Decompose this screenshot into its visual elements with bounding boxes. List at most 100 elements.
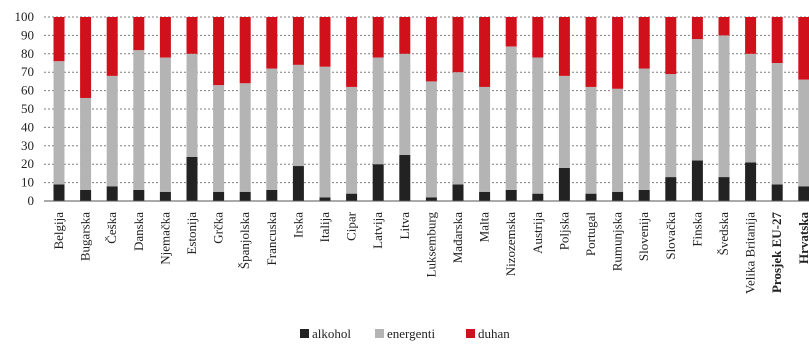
bar-segment-duhan bbox=[532, 17, 543, 57]
x-tick-label: Finska bbox=[689, 212, 704, 247]
bar-segment-alkohol bbox=[293, 166, 304, 201]
bars bbox=[54, 17, 809, 201]
bar-segment-energenti bbox=[798, 80, 809, 187]
bar-segment-duhan bbox=[798, 17, 809, 80]
bar-segment-alkohol bbox=[80, 190, 91, 201]
bar-segment-energenti bbox=[479, 87, 490, 192]
x-tick-label: Prosjek EU-27 bbox=[769, 212, 784, 294]
bar-segment-energenti bbox=[54, 61, 65, 184]
bar-segment-duhan bbox=[586, 17, 597, 87]
x-tick-label: Portugal bbox=[583, 212, 598, 256]
bar-segment-duhan bbox=[107, 17, 118, 76]
bar-segment-duhan bbox=[559, 17, 570, 76]
bar-segment-alkohol bbox=[506, 190, 517, 201]
bar-segment-energenti bbox=[399, 54, 410, 155]
y-tick-label: 30 bbox=[21, 138, 34, 153]
x-tick-label: Irska bbox=[290, 212, 305, 238]
bar-segment-alkohol bbox=[107, 186, 118, 201]
bar-segment-duhan bbox=[639, 17, 650, 69]
y-tick-label: 40 bbox=[21, 119, 34, 134]
bar-segment-duhan bbox=[745, 17, 756, 54]
legend-label-duhan: duhan bbox=[478, 326, 510, 341]
y-tick-label: 90 bbox=[21, 27, 34, 42]
bar-segment-alkohol bbox=[187, 157, 198, 201]
x-tick-label: Njemačka bbox=[157, 212, 172, 265]
x-tick-label: Italija bbox=[317, 212, 332, 243]
bar-segment-alkohol bbox=[639, 190, 650, 201]
bar-segment-alkohol bbox=[240, 192, 251, 201]
bar-segment-energenti bbox=[346, 87, 357, 194]
y-tick-label: 50 bbox=[21, 101, 34, 116]
x-tick-label: Danska bbox=[131, 212, 146, 251]
bar-segment-duhan bbox=[719, 17, 730, 35]
bar-segment-alkohol bbox=[665, 177, 676, 201]
bar-segment-alkohol bbox=[745, 162, 756, 201]
bar-segment-alkohol bbox=[213, 192, 224, 201]
legend-label-energenti: energenti bbox=[387, 326, 436, 341]
bar-segment-duhan bbox=[426, 17, 437, 81]
bar-segment-energenti bbox=[133, 50, 144, 190]
bar-segment-alkohol bbox=[532, 194, 543, 201]
bar-segment-alkohol bbox=[266, 190, 277, 201]
bar-segment-energenti bbox=[320, 67, 331, 198]
legend-swatch-alkohol bbox=[300, 329, 309, 338]
x-tick-label: Rumunjska bbox=[610, 212, 625, 271]
x-tick-label: Litva bbox=[397, 212, 412, 240]
bar-segment-energenti bbox=[213, 85, 224, 192]
bar-segment-energenti bbox=[745, 54, 756, 163]
bar-segment-energenti bbox=[187, 54, 198, 157]
bar-segment-alkohol bbox=[133, 190, 144, 201]
x-tick-label: Španjolska bbox=[237, 212, 252, 269]
bar-segment-duhan bbox=[772, 17, 783, 63]
bar-segment-energenti bbox=[107, 76, 118, 186]
bar-segment-duhan bbox=[293, 17, 304, 65]
bar-segment-duhan bbox=[346, 17, 357, 87]
x-tick-label: Poljska bbox=[556, 212, 571, 251]
bar-segment-energenti bbox=[293, 65, 304, 166]
x-tick-label: Luksemburg bbox=[423, 212, 438, 278]
x-tick-label: Češka bbox=[104, 212, 119, 244]
x-tick-label: Latvija bbox=[370, 212, 385, 249]
bar-segment-alkohol bbox=[426, 197, 437, 201]
x-tick-label: Velika Britanija bbox=[743, 212, 758, 294]
y-tick-label: 60 bbox=[21, 83, 34, 98]
x-tick-label: Slovačka bbox=[663, 212, 678, 260]
bar-segment-energenti bbox=[240, 83, 251, 192]
y-tick-label: 0 bbox=[28, 193, 35, 208]
x-tick-label: Grčka bbox=[211, 212, 226, 244]
x-tick-label: Švedska bbox=[716, 212, 731, 256]
bar-segment-energenti bbox=[559, 76, 570, 168]
bar-segment-energenti bbox=[266, 69, 277, 190]
x-tick-label: Francuska bbox=[264, 212, 279, 266]
bar-segment-duhan bbox=[612, 17, 623, 89]
bar-segment-alkohol bbox=[798, 186, 809, 201]
bar-segment-energenti bbox=[692, 39, 703, 160]
y-tick-label: 80 bbox=[21, 46, 34, 61]
bar-segment-alkohol bbox=[719, 177, 730, 201]
bar-segment-duhan bbox=[240, 17, 251, 83]
x-tick-label: Nizozemska bbox=[503, 212, 518, 276]
bar-segment-alkohol bbox=[692, 161, 703, 201]
bar-segment-energenti bbox=[506, 46, 517, 190]
x-tick-label: Hrvatska bbox=[796, 212, 809, 265]
bar-segment-duhan bbox=[453, 17, 464, 72]
bar-segment-alkohol bbox=[399, 155, 410, 201]
bar-segment-energenti bbox=[426, 81, 437, 197]
bar-segment-duhan bbox=[213, 17, 224, 85]
bar-segment-alkohol bbox=[373, 164, 384, 201]
y-tick-label: 100 bbox=[15, 9, 35, 24]
x-tick-label: Belgija bbox=[51, 212, 66, 250]
bar-segment-duhan bbox=[266, 17, 277, 69]
bar-segment-energenti bbox=[665, 74, 676, 177]
y-tick-label: 10 bbox=[21, 175, 34, 190]
bar-segment-energenti bbox=[612, 89, 623, 192]
bar-segment-duhan bbox=[506, 17, 517, 46]
y-tick-label: 70 bbox=[21, 64, 34, 79]
bar-segment-duhan bbox=[80, 17, 91, 98]
bar-segment-duhan bbox=[399, 17, 410, 54]
